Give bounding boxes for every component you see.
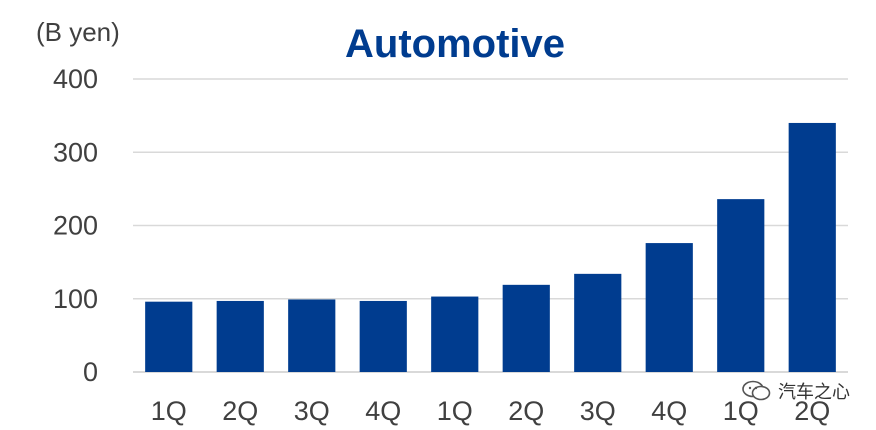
x-tick-label: 3Q xyxy=(294,396,330,426)
y-tick-label: 300 xyxy=(53,137,98,167)
y-tick-label: 200 xyxy=(53,211,98,241)
y-tick-label: 100 xyxy=(53,284,98,314)
bar xyxy=(502,284,550,372)
y-tick-label: 0 xyxy=(83,357,98,387)
bar xyxy=(788,122,836,372)
bar xyxy=(359,300,407,372)
y-axis-unit-label: (B yen) xyxy=(36,17,120,47)
wechat-icon xyxy=(742,380,771,401)
y-tick-labels: 0 100 200 300 400 xyxy=(53,64,98,387)
x-tick-label: 2Q xyxy=(794,396,830,426)
bar xyxy=(645,243,693,372)
bar xyxy=(431,296,479,372)
bar xyxy=(145,301,193,372)
bar xyxy=(717,199,765,372)
y-tick-label: 400 xyxy=(53,64,98,94)
x-tick-label: 2Q xyxy=(508,396,544,426)
bar xyxy=(574,273,622,372)
x-tick-label: 1Q xyxy=(723,396,759,426)
watermark-text: 汽车之心 xyxy=(778,382,850,403)
chart-title: Automotive xyxy=(345,22,565,66)
bar xyxy=(288,299,336,372)
x-tick-labels: 1Q 2Q 3Q 4Q 1Q 2Q 3Q 4Q 1Q 2Q xyxy=(151,396,831,426)
x-tick-label: 2Q xyxy=(222,396,258,426)
x-tick-label: 1Q xyxy=(437,396,473,426)
watermark: 汽车之心 xyxy=(742,378,850,404)
x-tick-label: 3Q xyxy=(580,396,616,426)
x-tick-label: 4Q xyxy=(651,396,687,426)
bar xyxy=(216,300,264,372)
x-tick-label: 4Q xyxy=(365,396,401,426)
x-tick-label: 1Q xyxy=(151,396,187,426)
bars xyxy=(145,122,836,372)
